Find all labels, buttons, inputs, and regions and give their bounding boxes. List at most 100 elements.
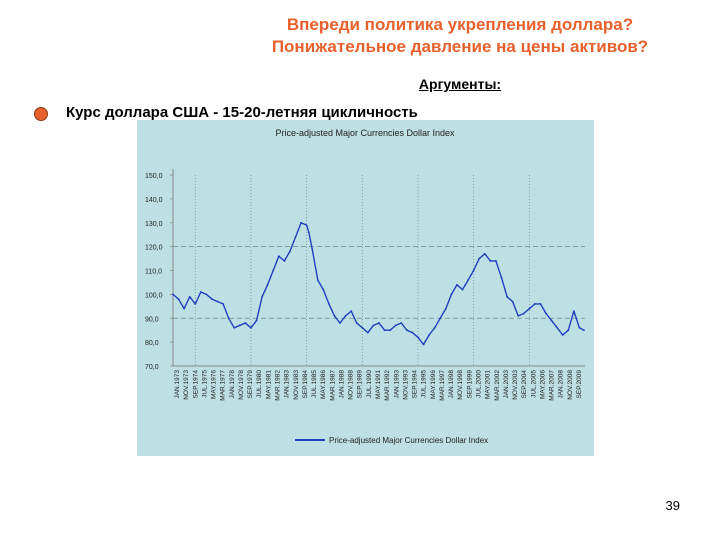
x-tick-label: JUL.1985	[311, 370, 318, 398]
x-tick-label: MAR.1987	[329, 370, 336, 401]
data-point	[444, 307, 447, 310]
data-point	[483, 252, 486, 255]
y-tick-label: 110,0	[145, 269, 162, 276]
data-point	[572, 310, 575, 312]
data-point	[372, 324, 375, 327]
y-tick-label: 120,0	[145, 245, 163, 252]
x-tick-label: MAR.1992	[384, 370, 391, 401]
data-point	[461, 288, 464, 291]
title-line-1: Впереди политика укрепления доллара?	[286, 15, 634, 34]
data-point	[333, 314, 336, 317]
x-tick-label: NOV.2008	[567, 370, 574, 400]
data-point	[177, 298, 180, 301]
data-point	[545, 312, 547, 315]
grid-layer	[172, 169, 585, 367]
x-tick-label: MAR.2002	[494, 370, 501, 401]
x-tick-label: SEP.1974	[192, 370, 199, 399]
x-tick-label: SEP.2004	[521, 370, 528, 399]
data-point	[294, 236, 297, 238]
data-point	[417, 336, 419, 339]
chart: Price-adjusted Major Currencies Dollar I…	[137, 120, 594, 456]
x-tick-label: NOV.1978	[238, 370, 245, 400]
data-point	[533, 303, 536, 305]
data-point	[478, 257, 481, 260]
legend: Price-adjusted Major Currencies Dollar I…	[295, 436, 488, 445]
bullet-text: Курс доллара США - 15-20-летняя циклично…	[66, 104, 418, 121]
x-tick-label: MAY.1976	[211, 370, 218, 399]
data-point	[582, 329, 585, 332]
x-tick-label: JUL.1995	[421, 370, 428, 398]
x-tick-label: JUL.2005	[530, 370, 537, 398]
data-point	[411, 331, 414, 334]
data-point	[211, 298, 213, 301]
x-tick-label: JAN.1988	[338, 370, 345, 399]
data-point	[439, 317, 442, 320]
x-tick-label: MAR.1997	[439, 370, 446, 401]
data-point	[539, 303, 542, 305]
x-tick-label: SEP.1999	[466, 370, 473, 399]
x-tick-label: JAN.1973	[174, 370, 181, 399]
data-point	[378, 322, 380, 324]
data-point	[556, 326, 559, 329]
data-point	[550, 319, 553, 322]
bullet-dot-icon	[34, 107, 48, 121]
data-point	[422, 343, 425, 346]
y-tick-label: 100,0	[145, 292, 163, 299]
data-point	[205, 293, 208, 296]
y-tick-label: 130,0	[145, 221, 163, 228]
data-point	[307, 231, 310, 234]
x-tick-label: JAN.1978	[229, 370, 236, 399]
chart-svg: Price-adjusted Major Currencies Dollar I…	[145, 128, 585, 445]
x-tick-label: JAN.2008	[558, 370, 565, 399]
x-tick-label: JAN.2003	[503, 370, 510, 399]
data-point	[233, 326, 236, 329]
data-point	[344, 314, 347, 317]
y-tick-label: 70,0	[145, 364, 159, 371]
slide-title: Впереди политика укрепления доллара? Пон…	[215, 14, 705, 58]
chart-title: Price-adjusted Major Currencies Dollar I…	[275, 128, 455, 138]
x-tick-label: MAR.1982	[275, 370, 282, 401]
data-point	[489, 260, 492, 262]
data-point	[366, 331, 369, 334]
data-point	[227, 317, 230, 320]
series-layer	[172, 221, 585, 346]
x-tick-label: JAN.1983	[284, 370, 291, 399]
x-tick-label: SEP.1989	[357, 370, 364, 399]
data-point	[339, 322, 341, 324]
data-point	[238, 324, 241, 327]
y-tick-labels: 150,0 140,0 130,0 120,0 110,0 100,0 90,0 80,0 70…	[145, 173, 173, 371]
data-point	[561, 334, 564, 336]
y-tick-label: 140,0	[145, 197, 163, 204]
data-point	[283, 260, 286, 262]
data-point	[194, 303, 197, 305]
x-tick-label: SEP.1979	[247, 370, 254, 399]
x-tick-label: JUL.1990	[366, 370, 373, 398]
data-point	[322, 288, 325, 291]
data-point	[389, 329, 392, 332]
data-point	[272, 269, 275, 272]
x-tick-label: MAR.1977	[220, 370, 227, 401]
data-point	[261, 295, 263, 298]
data-point	[528, 307, 531, 310]
data-point	[522, 312, 525, 315]
data-point	[327, 303, 330, 305]
x-tick-label: JUL.1975	[201, 370, 208, 398]
data-point	[495, 260, 497, 262]
page-number: 39	[665, 498, 680, 513]
data-point	[305, 224, 308, 227]
x-tick-label: JUL.2000	[476, 370, 483, 398]
x-tick-label: MAY.2006	[539, 370, 546, 399]
data-point	[222, 303, 225, 305]
data-point	[511, 300, 514, 303]
data-point	[355, 322, 358, 324]
x-tick-label: NOV.2003	[512, 370, 519, 400]
data-point	[506, 295, 508, 298]
y-tick-label: 90,0	[145, 316, 159, 323]
data-point	[199, 291, 202, 293]
x-tick-label: SEP.2009	[576, 370, 583, 399]
data-point	[405, 329, 408, 332]
data-point	[216, 300, 219, 303]
data-point	[456, 283, 458, 286]
data-point	[266, 283, 269, 286]
data-point	[361, 326, 364, 329]
